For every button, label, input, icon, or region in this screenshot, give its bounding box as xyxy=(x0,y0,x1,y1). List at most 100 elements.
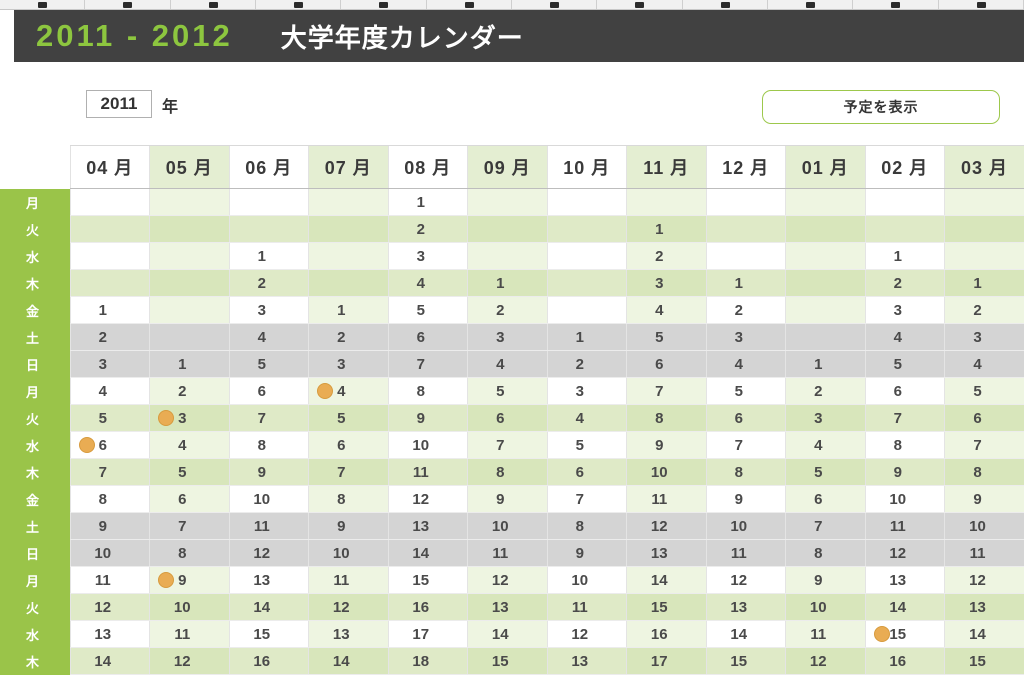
day-cell[interactable]: 15 xyxy=(944,647,1024,675)
day-cell[interactable]: 1 xyxy=(228,242,309,270)
day-cell[interactable]: 6 xyxy=(705,404,786,432)
day-cell[interactable]: 13 xyxy=(705,593,786,621)
day-cell-empty[interactable] xyxy=(705,242,786,270)
day-cell[interactable]: 4 xyxy=(864,323,945,351)
day-cell-empty[interactable] xyxy=(69,242,150,270)
day-cell[interactable]: 12 xyxy=(944,566,1024,594)
day-cell[interactable]: 2 xyxy=(149,377,229,405)
day-cell[interactable]: 14 xyxy=(69,647,150,675)
day-cell[interactable]: 9 xyxy=(69,512,150,540)
day-cell[interactable]: 8 xyxy=(785,539,865,567)
day-cell[interactable]: 13 xyxy=(467,593,547,621)
day-cell[interactable]: 4 xyxy=(546,404,627,432)
day-cell[interactable]: 7 xyxy=(626,377,706,405)
day-cell[interactable]: 8 xyxy=(864,431,945,459)
day-cell[interactable]: 14 xyxy=(705,620,786,648)
day-cell[interactable]: 13 xyxy=(864,566,945,594)
day-cell[interactable]: 2 xyxy=(467,296,547,324)
day-cell[interactable]: 1 xyxy=(149,350,229,378)
day-cell[interactable]: 11 xyxy=(387,458,468,486)
day-cell-empty[interactable] xyxy=(149,323,229,351)
day-cell[interactable]: 2 xyxy=(944,296,1024,324)
day-cell[interactable]: 10 xyxy=(626,458,706,486)
day-cell[interactable]: 5 xyxy=(387,296,468,324)
day-cell[interactable]: 4 xyxy=(705,350,786,378)
ribbon-button[interactable] xyxy=(341,0,427,9)
day-cell[interactable]: 13 xyxy=(546,647,627,675)
day-cell[interactable]: 5 xyxy=(785,458,865,486)
day-cell-empty[interactable] xyxy=(149,215,229,243)
day-cell-empty[interactable] xyxy=(467,215,547,243)
day-cell[interactable]: 8 xyxy=(228,431,309,459)
day-cell[interactable]: 12 xyxy=(864,539,945,567)
day-cell[interactable]: 5 xyxy=(705,377,786,405)
day-cell[interactable]: 11 xyxy=(467,539,547,567)
day-cell-empty[interactable] xyxy=(69,215,150,243)
day-cell[interactable]: 3 xyxy=(69,350,150,378)
day-cell[interactable]: 3 xyxy=(864,296,945,324)
day-cell[interactable]: 11 xyxy=(228,512,309,540)
day-cell[interactable]: 5 xyxy=(864,350,945,378)
day-cell-empty[interactable] xyxy=(944,215,1024,243)
ribbon-button[interactable] xyxy=(85,0,171,9)
ribbon-button[interactable] xyxy=(256,0,342,9)
day-cell[interactable]: 8 xyxy=(149,539,229,567)
day-cell[interactable]: 2 xyxy=(864,269,945,297)
day-cell[interactable]: 1 xyxy=(69,296,150,324)
day-cell[interactable]: 7 xyxy=(387,350,468,378)
day-cell[interactable]: 6 xyxy=(308,431,388,459)
day-cell[interactable]: 13 xyxy=(69,620,150,648)
day-cell[interactable]: 3 xyxy=(785,404,865,432)
day-cell[interactable]: 7 xyxy=(546,485,627,513)
day-cell[interactable]: 15 xyxy=(864,620,945,648)
day-cell[interactable]: 15 xyxy=(228,620,309,648)
day-cell[interactable]: 7 xyxy=(467,431,547,459)
day-cell[interactable]: 12 xyxy=(149,647,229,675)
day-cell[interactable]: 9 xyxy=(387,404,468,432)
day-cell[interactable]: 4 xyxy=(149,431,229,459)
day-cell[interactable]: 13 xyxy=(228,566,309,594)
day-cell[interactable]: 1 xyxy=(944,269,1024,297)
day-cell[interactable]: 12 xyxy=(467,566,547,594)
day-cell[interactable]: 11 xyxy=(69,566,150,594)
day-cell[interactable]: 10 xyxy=(308,539,388,567)
day-cell[interactable]: 9 xyxy=(308,512,388,540)
day-cell[interactable]: 5 xyxy=(546,431,627,459)
day-cell[interactable]: 13 xyxy=(308,620,388,648)
day-cell-empty[interactable] xyxy=(149,269,229,297)
day-cell[interactable]: 9 xyxy=(944,485,1024,513)
day-cell[interactable]: 2 xyxy=(705,296,786,324)
day-cell[interactable]: 2 xyxy=(387,215,468,243)
ribbon-button[interactable] xyxy=(171,0,256,9)
day-cell[interactable]: 9 xyxy=(785,566,865,594)
day-cell[interactable]: 5 xyxy=(228,350,309,378)
day-cell[interactable]: 14 xyxy=(387,539,468,567)
day-cell[interactable]: 2 xyxy=(69,323,150,351)
day-cell[interactable]: 3 xyxy=(944,323,1024,351)
day-cell[interactable]: 7 xyxy=(308,458,388,486)
day-cell[interactable]: 16 xyxy=(387,593,468,621)
day-cell[interactable]: 12 xyxy=(69,593,150,621)
day-cell[interactable]: 6 xyxy=(546,458,627,486)
day-cell[interactable]: 7 xyxy=(705,431,786,459)
day-cell[interactable]: 12 xyxy=(546,620,627,648)
ribbon-button[interactable] xyxy=(939,0,1024,9)
day-cell[interactable]: 13 xyxy=(944,593,1024,621)
ribbon-button[interactable] xyxy=(683,0,768,9)
day-cell[interactable]: 8 xyxy=(546,512,627,540)
day-cell[interactable]: 10 xyxy=(467,512,547,540)
day-cell[interactable]: 6 xyxy=(864,377,945,405)
day-cell[interactable]: 10 xyxy=(228,485,309,513)
day-cell[interactable]: 12 xyxy=(785,647,865,675)
day-cell[interactable]: 2 xyxy=(308,323,388,351)
day-cell[interactable]: 16 xyxy=(228,647,309,675)
day-cell[interactable]: 5 xyxy=(149,458,229,486)
day-cell[interactable]: 7 xyxy=(228,404,309,432)
day-cell[interactable]: 9 xyxy=(626,431,706,459)
day-cell-empty[interactable] xyxy=(785,242,865,270)
day-cell[interactable]: 9 xyxy=(149,566,229,594)
day-cell[interactable]: 1 xyxy=(785,350,865,378)
day-cell[interactable]: 9 xyxy=(546,539,627,567)
ribbon-button[interactable] xyxy=(597,0,683,9)
day-cell[interactable]: 1 xyxy=(864,242,945,270)
